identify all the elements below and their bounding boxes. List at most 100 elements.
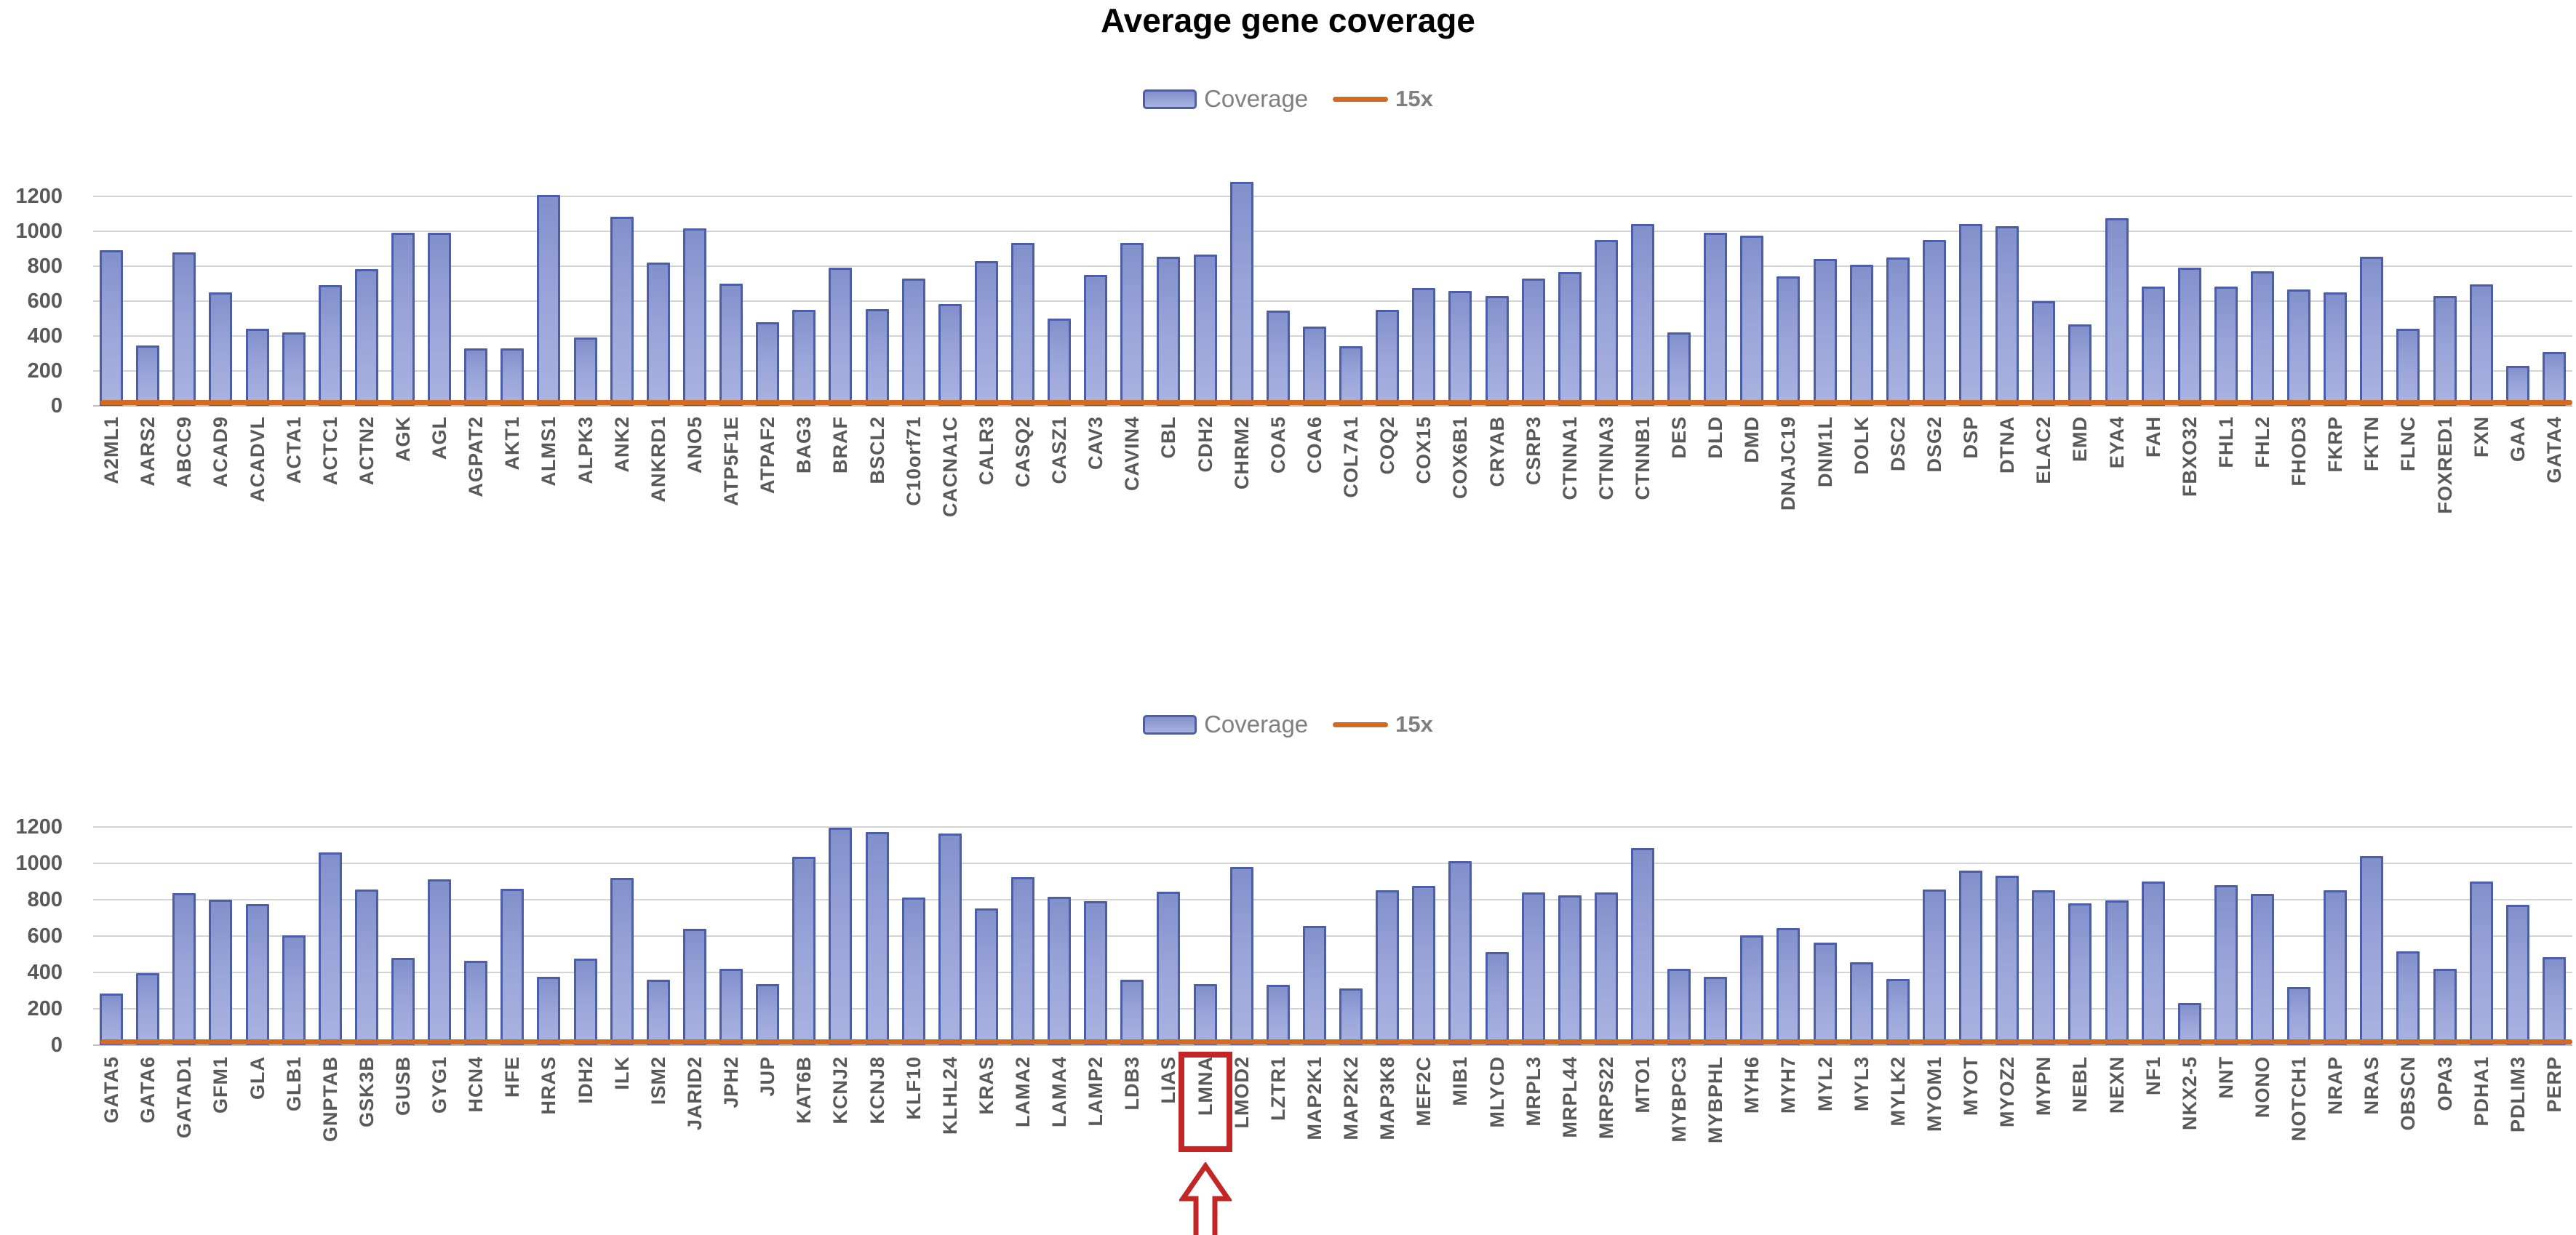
bar-HRAS (537, 977, 560, 1045)
bar-MIB1 (1448, 861, 1472, 1045)
x-label-GATA6: GATA6 (137, 1056, 159, 1124)
x-label-GATA5: GATA5 (100, 1056, 122, 1124)
bar-CHRM2 (1230, 182, 1253, 406)
x-label-CACNA1C: CACNA1C (939, 416, 961, 518)
bar-DOLK (1850, 265, 1873, 406)
y-tick-label-0: 0 (50, 1034, 63, 1057)
bar-CDH2 (1194, 255, 1217, 406)
bar-FKTN (2360, 257, 2383, 406)
x-label-LZTR1: LZTR1 (1267, 1056, 1289, 1121)
bar-MRPL44 (1558, 895, 1582, 1045)
x-label-KCNJ2: KCNJ2 (829, 1056, 851, 1124)
y-tick-label-200: 200 (27, 359, 63, 383)
bar-DMD (1740, 236, 1763, 406)
bar-COX6B1 (1448, 291, 1472, 406)
y-tick-label-600: 600 (27, 289, 63, 313)
bar-MYOZ2 (1995, 876, 2019, 1045)
x-label-DSC2: DSC2 (1887, 416, 1909, 472)
bar-PDHA1 (2470, 882, 2493, 1045)
bar-CTNNB1 (1631, 224, 1654, 406)
bar-ISM2 (647, 980, 670, 1045)
bar-JARID2 (683, 929, 706, 1045)
x-label-NKX2-5: NKX2-5 (2179, 1056, 2201, 1131)
page-title: Average gene coverage (1101, 1, 1475, 39)
threshold-line-icon (1333, 96, 1389, 102)
bar-NOTCH1 (2287, 987, 2310, 1045)
x-label-MAP3K8: MAP3K8 (1376, 1056, 1398, 1140)
x-label-AARS2: AARS2 (137, 416, 159, 487)
bar-LAMA2 (1011, 877, 1034, 1045)
x-label-AGPAT2: AGPAT2 (465, 416, 487, 497)
bar-CASZ1 (1048, 319, 1071, 406)
bar-KCNJ8 (866, 832, 889, 1045)
x-label-DLD: DLD (1704, 416, 1726, 459)
x-label-MYH6: MYH6 (1741, 1056, 1763, 1114)
bar-CTNNA3 (1595, 240, 1618, 406)
x-label-LAMA4: LAMA4 (1048, 1056, 1070, 1127)
x-label-OPA3: OPA3 (2434, 1056, 2456, 1111)
x-label-NONO: NONO (2252, 1056, 2273, 1118)
x-label-LIAS: LIAS (1157, 1056, 1179, 1104)
x-label-KAT6B: KAT6B (793, 1056, 815, 1124)
x-label-ALMS1: ALMS1 (538, 416, 559, 487)
coverage-legend-label: Coverage (1204, 711, 1309, 738)
x-label-NOTCH1: NOTCH1 (2288, 1056, 2310, 1142)
bar-NRAS (2360, 856, 2383, 1045)
bar-MYBPC3 (1667, 969, 1691, 1045)
x-label-DSG2: DSG2 (1923, 416, 1945, 473)
lmna-highlight-box (1179, 1052, 1232, 1152)
bar-KCNJ2 (829, 828, 852, 1045)
threshold-line-icon (1333, 722, 1389, 727)
bar-C10orf71 (902, 279, 925, 406)
x-label-CRYAB: CRYAB (1486, 416, 1508, 487)
x-label-GLB1: GLB1 (283, 1056, 305, 1112)
x-label-NRAS: NRAS (2361, 1056, 2382, 1115)
x-label-LDB3: LDB3 (1121, 1056, 1143, 1111)
bar-LDB3 (1120, 980, 1144, 1045)
y-tick-label-400: 400 (27, 324, 63, 348)
x-label-MYBPHL: MYBPHL (1704, 1056, 1726, 1143)
bar-ILK (610, 878, 634, 1045)
gridline-200 (93, 370, 2572, 372)
x-label-MYBPC3: MYBPC3 (1668, 1056, 1690, 1143)
bar-MTO1 (1631, 848, 1654, 1045)
bar-NONO (2251, 894, 2274, 1045)
bar-GNPTAB (319, 852, 342, 1045)
x-label-FOXRED1: FOXRED1 (2434, 416, 2456, 514)
legend-bottom: Coverage 15x (0, 707, 2576, 742)
bar-LIAS (1157, 892, 1180, 1045)
x-label-MAP2K2: MAP2K2 (1340, 1056, 1362, 1140)
x-label-ELAC2: ELAC2 (2033, 416, 2054, 484)
x-label-JUP: JUP (757, 1056, 778, 1097)
bar-OPA3 (2433, 969, 2457, 1045)
bar-COX15 (1412, 288, 1435, 406)
x-label-ACADVL: ACADVL (247, 416, 268, 503)
bar-DES (1667, 332, 1691, 406)
x-label-ANO5: ANO5 (684, 416, 706, 474)
x-label-COA6: COA6 (1304, 416, 1325, 474)
threshold-legend-label: 15x (1395, 711, 1433, 737)
x-label-FHL2: FHL2 (2252, 416, 2273, 468)
bar-DSC2 (1886, 257, 1910, 406)
x-label-LMOD2: LMOD2 (1231, 1056, 1253, 1129)
x-label-ANK2: ANK2 (611, 416, 633, 473)
gridline-1200 (93, 826, 2572, 828)
bar-MYPN (2032, 890, 2055, 1045)
bar-MYH6 (1740, 935, 1763, 1045)
x-label-MYOZ2: MYOZ2 (1996, 1056, 2018, 1128)
x-label-EYA4: EYA4 (2106, 416, 2128, 469)
x-label-LAMA2: LAMA2 (1012, 1056, 1034, 1127)
bar-CAVIN4 (1120, 243, 1144, 406)
x-label-MYL3: MYL3 (1851, 1056, 1873, 1112)
x-label-GATAD1: GATAD1 (173, 1056, 195, 1138)
x-label-NNT: NNT (2215, 1056, 2237, 1099)
y-tick-label-200: 200 (27, 997, 63, 1020)
bar-DSG2 (1923, 240, 1946, 406)
x-label-MEF2C: MEF2C (1413, 1056, 1435, 1127)
bar-CASQ2 (1011, 243, 1034, 406)
x-label-ACTA1: ACTA1 (283, 416, 305, 484)
x-label-CASQ2: CASQ2 (1012, 416, 1034, 488)
bar-OBSCN (2396, 951, 2420, 1045)
bar-LMNA (1194, 984, 1217, 1045)
bar-CRYAB (1486, 296, 1509, 406)
